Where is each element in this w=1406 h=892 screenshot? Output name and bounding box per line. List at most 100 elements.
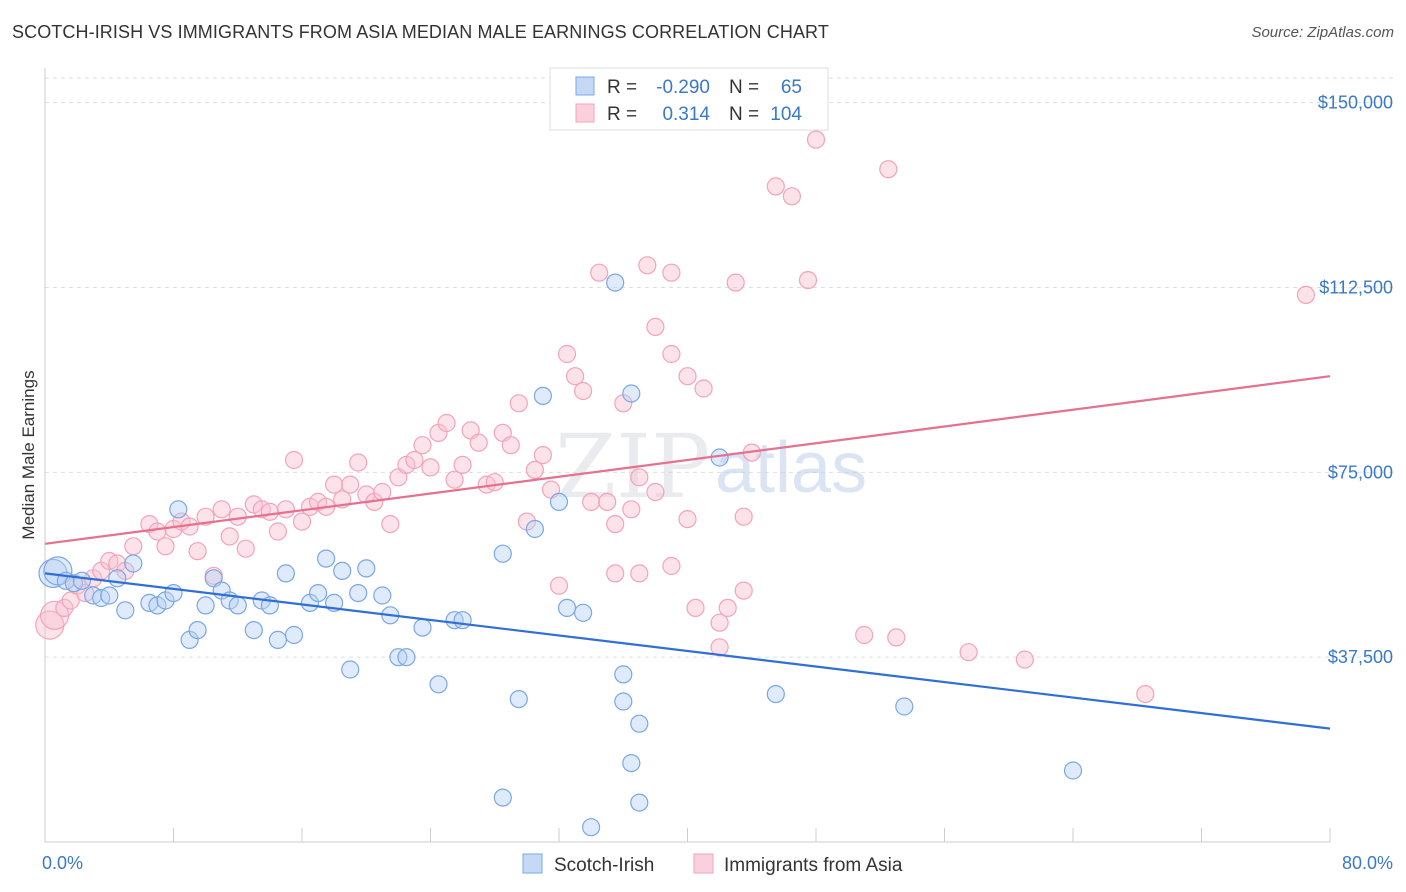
trend-lines xyxy=(44,375,1331,730)
chart-title: SCOTCH-IRISH VS IMMIGRANTS FROM ASIA MED… xyxy=(12,22,829,42)
x-tick-label-1: 80.0% xyxy=(1342,853,1393,873)
scotch-irish-point-33 xyxy=(341,660,360,679)
scotch-irish-point-25 xyxy=(268,630,287,650)
immigrants-from-asia-point-83 xyxy=(678,367,697,386)
immigrants-from-asia-point-66 xyxy=(573,381,593,401)
immigrants-from-asia-point-101 xyxy=(1015,650,1034,669)
immigrants-from-asia-point-75 xyxy=(630,564,649,583)
scotch-irish-point-55 xyxy=(606,273,625,292)
immigrants-from-asia-point-55 xyxy=(485,473,504,492)
scotch-irish-point-45 xyxy=(493,788,512,807)
immigrants-from-asia-point-60 xyxy=(525,460,545,479)
legend-r-label-1: R = xyxy=(607,77,637,98)
immigrants-from-asia-point-98 xyxy=(879,160,898,179)
immigrants-from-asia-point-46 xyxy=(413,436,432,455)
scotch-irish-point-17 xyxy=(196,596,215,615)
scotch-irish-point-57 xyxy=(622,753,641,773)
immigrants-from-asia-point-31 xyxy=(292,512,312,531)
immigrants-from-asia-point-28 xyxy=(268,522,287,541)
scotch-irish-point-39 xyxy=(397,648,416,667)
immigrants-from-asia-point-95 xyxy=(798,271,818,290)
scotch-irish-point-63 xyxy=(895,697,914,716)
legend-n-value-2: 104 xyxy=(770,104,802,125)
legend-n-value-1: 65 xyxy=(781,77,802,98)
grid-lines xyxy=(45,77,1395,658)
scotch-irish-point-47 xyxy=(525,519,545,539)
scotch-irish-point-26 xyxy=(276,564,295,583)
series-scotch-irish xyxy=(38,273,1083,837)
scotch-irish-point-30 xyxy=(317,549,336,568)
immigrants-from-asia-point-35 xyxy=(325,475,344,494)
bottom-legend-swatch-scotch-irish xyxy=(522,853,543,874)
scotch-irish-point-59 xyxy=(630,793,649,812)
immigrants-from-asia-point-94 xyxy=(782,187,802,206)
immigrants-from-asia-point-63 xyxy=(549,576,569,595)
legend-swatch-scotch-irish xyxy=(575,76,595,96)
legend-r-value-1: -0.290 xyxy=(656,77,710,98)
immigrants-from-asia-point-30 xyxy=(284,450,304,470)
immigrants-from-asia-point-24 xyxy=(236,539,255,558)
immigrants-from-asia-point-91 xyxy=(734,507,753,526)
immigrants-from-asia-point-49 xyxy=(437,413,456,433)
immigrants-from-asia-point-47 xyxy=(421,458,440,477)
scotch-irish-point-50 xyxy=(557,598,577,618)
immigrants-from-asia-point-89 xyxy=(726,273,745,292)
legend-swatch-immigrants-from-asia xyxy=(575,103,595,123)
immigrants-from-asia-point-74 xyxy=(630,468,649,487)
x-tick-labels: 0.0% 80.0% xyxy=(42,853,1393,873)
immigrants-from-asia-point-42 xyxy=(381,514,400,534)
scotch-irish-point-32 xyxy=(333,561,352,581)
immigrants-from-asia-point-21 xyxy=(212,500,231,519)
bottom-legend-immigrants-from-asia: Immigrants from Asia xyxy=(724,855,903,876)
scotch-irish-point-34 xyxy=(349,583,368,603)
x-tick-label-0: 0.0% xyxy=(42,853,83,873)
scotch-irish-point-35 xyxy=(357,559,376,578)
immigrants-from-asia-point-78 xyxy=(646,317,665,336)
y-tick-label-1: $75,000 xyxy=(1328,462,1393,482)
immigrants-from-asia-point-79 xyxy=(662,263,681,282)
immigrants-from-asia-point-80 xyxy=(662,344,681,364)
immigrants-from-asia-point-100 xyxy=(959,643,978,662)
immigrants-from-asia-point-87 xyxy=(710,613,729,632)
immigrants-from-asia-point-90 xyxy=(734,581,753,600)
immigrants-from-asia-point-50 xyxy=(445,470,464,489)
immigrants-from-asia-point-45 xyxy=(405,450,424,470)
y-axis-label: Median Male Earnings xyxy=(19,370,38,539)
immigrants-from-asia-point-37 xyxy=(341,475,360,494)
scotch-irish-point-27 xyxy=(284,625,304,645)
immigrants-from-asia-point-11 xyxy=(124,537,143,556)
immigrants-from-asia-point-102 xyxy=(1136,684,1155,704)
trendline-scotch-irish xyxy=(44,572,1331,730)
immigrants-from-asia-point-96 xyxy=(806,130,826,149)
scotch-irish-point-22 xyxy=(244,620,263,640)
legend-n-label-2: N = xyxy=(729,104,759,125)
immigrants-from-asia-point-99 xyxy=(887,628,906,647)
scotch-irish-point-61 xyxy=(766,684,785,704)
legend-r-label-2: R = xyxy=(607,104,637,125)
immigrants-from-asia-point-81 xyxy=(662,556,681,576)
immigrants-from-asia-point-71 xyxy=(606,564,625,583)
immigrants-from-asia-point-19 xyxy=(196,507,215,526)
legend-n-label-1: N = xyxy=(729,77,759,98)
immigrants-from-asia-point-68 xyxy=(590,263,609,282)
scotch-irish-point-7 xyxy=(100,586,119,605)
scotch-irish-point-64 xyxy=(1063,761,1083,780)
scotch-irish-point-41 xyxy=(429,675,448,694)
scotch-irish-point-21 xyxy=(228,596,247,615)
immigrants-from-asia-point-29 xyxy=(276,500,295,519)
scotch-irish-point-40 xyxy=(413,618,432,637)
y-tick-labels: $37,500 $75,000 $112,500 $150,000 xyxy=(1318,93,1393,668)
bottom-legend-swatch-immigrants-from-asia xyxy=(693,853,714,874)
trendline-immigrants-from-asia xyxy=(44,375,1331,545)
immigrants-from-asia-point-88 xyxy=(718,598,737,618)
axes xyxy=(44,68,1331,843)
immigrants-from-asia-point-61 xyxy=(533,446,553,465)
immigrants-from-asia-point-65 xyxy=(565,367,585,386)
immigrants-from-asia-point-14 xyxy=(156,537,175,556)
immigrants-from-asia-point-97 xyxy=(855,625,874,645)
bottom-legend: Scotch-Irish Immigrants from Asia xyxy=(522,853,903,876)
scotch-irish-point-49 xyxy=(549,492,569,511)
immigrants-from-asia-point-67 xyxy=(581,492,601,511)
immigrants-from-asia-point-73 xyxy=(622,500,641,519)
y-tick-label-0: $37,500 xyxy=(1328,647,1393,667)
